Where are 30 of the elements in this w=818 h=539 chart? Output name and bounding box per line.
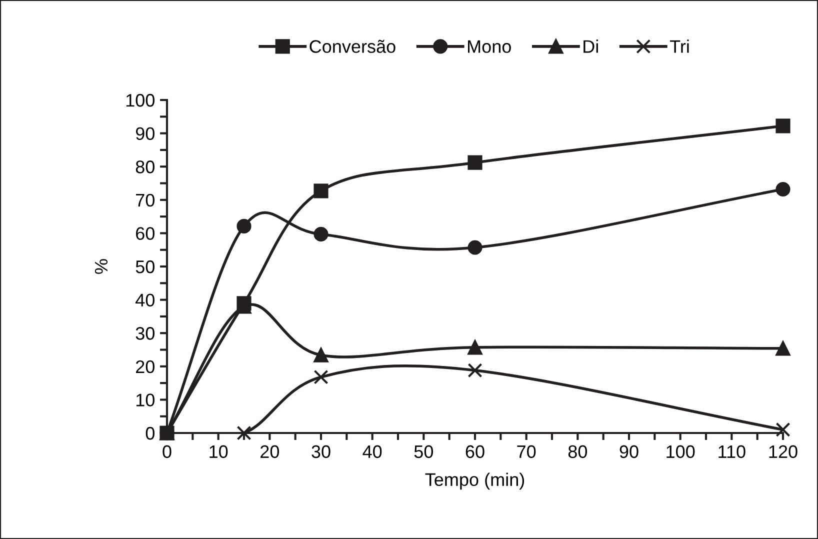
x-tick-label: 80 xyxy=(568,445,588,458)
y-axis-title: % xyxy=(94,259,108,274)
y-tick-label: 70 xyxy=(136,194,154,207)
y-tick-label: 80 xyxy=(136,160,154,174)
x-axis-title: Tempo (min) xyxy=(425,472,524,490)
y-tick-label: 0 xyxy=(146,426,154,440)
x-tick-label: 90 xyxy=(620,445,638,458)
legend-label: Tri xyxy=(670,40,689,53)
x-tick-label: 110 xyxy=(718,445,746,458)
y-tick-label: 100 xyxy=(126,94,154,107)
x-tick-label: 10 xyxy=(210,445,228,458)
y-tick-label: 90 xyxy=(136,127,154,140)
x-tick-label: 40 xyxy=(362,445,382,458)
x-tick-label: 50 xyxy=(414,445,434,458)
y-tick-label: 50 xyxy=(136,260,154,274)
y-tick-label: 30 xyxy=(136,327,154,340)
x-tick-label: 30 xyxy=(312,445,330,458)
y-tick-label: 20 xyxy=(136,360,154,374)
legend-label: Di xyxy=(584,40,598,53)
x-tick-label: 120 xyxy=(769,445,798,458)
x-tick-label: 20 xyxy=(260,445,280,458)
x-tick-label: 100 xyxy=(666,445,695,458)
x-tick-label: 60 xyxy=(466,445,484,458)
y-tick-label: 40 xyxy=(136,294,154,307)
x-tick-label: 70 xyxy=(517,445,536,458)
legend-label: Conversão xyxy=(310,40,396,53)
legend-label: Mono xyxy=(468,40,511,53)
x-tick-label: 0 xyxy=(162,445,172,458)
y-tick-label: 10 xyxy=(136,394,154,406)
y-tick-label: 60 xyxy=(136,227,154,240)
